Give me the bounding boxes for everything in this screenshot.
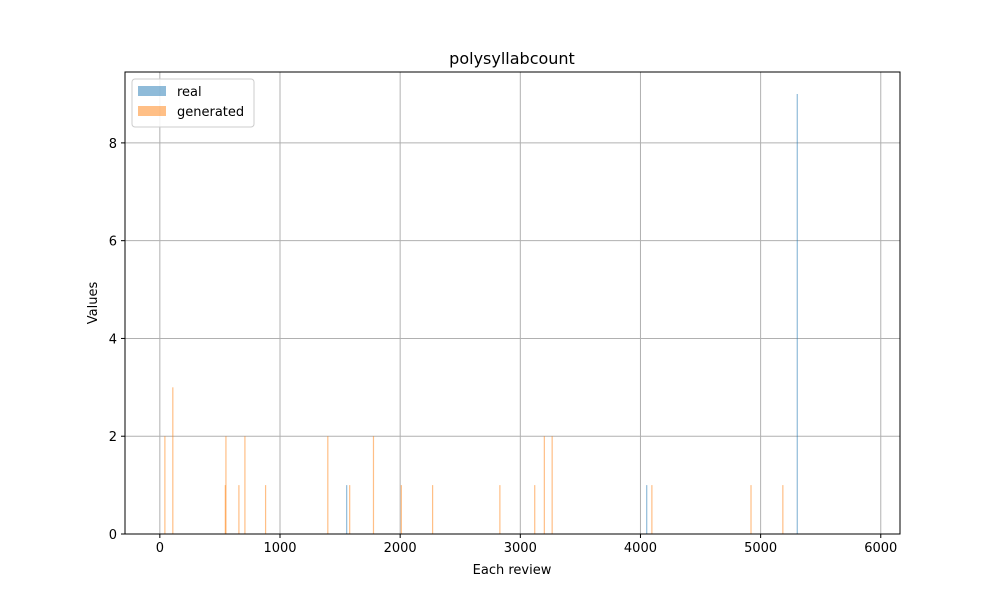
bar-generated bbox=[224, 485, 226, 534]
y-tick-label: 0 bbox=[109, 528, 117, 543]
legend-swatch-generated bbox=[138, 106, 166, 116]
bars bbox=[164, 94, 798, 534]
x-tick-label: 2000 bbox=[384, 541, 417, 556]
legend-label-generated: generated bbox=[177, 105, 244, 120]
x-tick-label: 3000 bbox=[504, 541, 537, 556]
bar-generated bbox=[244, 436, 246, 534]
bar-generated bbox=[264, 485, 267, 534]
bar-generated bbox=[431, 485, 434, 534]
legend-swatch-real bbox=[138, 86, 166, 96]
x-tick-label: 5000 bbox=[744, 541, 777, 556]
bar-generated bbox=[534, 485, 536, 534]
x-axis-ticks: 0 1000 2000 3000 4000 5000 6000 bbox=[156, 534, 897, 556]
bar-real bbox=[646, 485, 648, 534]
y-axis-label: Values bbox=[86, 282, 101, 325]
y-tick-label: 6 bbox=[109, 235, 117, 250]
bar-real bbox=[346, 485, 348, 534]
x-tick-label: 1000 bbox=[263, 541, 296, 556]
legend: real generated bbox=[131, 78, 255, 128]
bar-real bbox=[796, 94, 798, 534]
bar-generated bbox=[172, 387, 174, 534]
bar-generated bbox=[164, 436, 166, 534]
bar-generated bbox=[238, 485, 240, 534]
bar-generated bbox=[349, 485, 351, 534]
y-tick-label: 8 bbox=[109, 137, 117, 152]
bar-generated bbox=[225, 436, 227, 534]
chart-title: polysyllabcount bbox=[449, 49, 575, 68]
x-tick-label: 6000 bbox=[864, 541, 897, 556]
plot-frame bbox=[124, 71, 901, 535]
x-axis-label: Each review bbox=[473, 563, 552, 578]
y-tick-label: 2 bbox=[109, 430, 117, 445]
bar-generated bbox=[499, 485, 501, 534]
y-axis-ticks: 0 2 4 6 8 bbox=[109, 137, 125, 543]
bar-generated bbox=[327, 436, 329, 534]
bar-generated bbox=[551, 436, 553, 534]
bar-generated bbox=[651, 485, 653, 534]
bar-generated bbox=[372, 436, 375, 534]
y-tick-label: 4 bbox=[109, 332, 117, 347]
x-tick-label: 4000 bbox=[624, 541, 657, 556]
legend-label-real: real bbox=[177, 85, 202, 100]
bar-generated bbox=[782, 485, 784, 534]
bar-generated bbox=[750, 485, 752, 534]
bar-generated bbox=[400, 485, 402, 534]
x-tick-label: 0 bbox=[156, 541, 164, 556]
bar-generated bbox=[543, 436, 545, 534]
